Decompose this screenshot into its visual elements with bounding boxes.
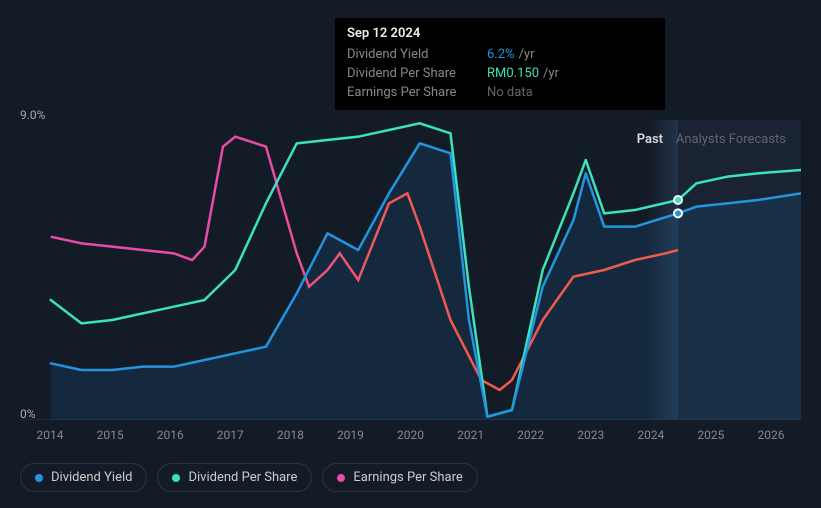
tooltip-row-yield: Dividend Yield 6.2%/yr [347,45,653,64]
x-axis-tick: 2024 [621,428,681,442]
x-axis-tick: 2016 [140,428,200,442]
tooltip-value: 6.2%/yr [487,47,534,62]
x-axis-tick: 2023 [561,428,621,442]
legend-dot [172,474,180,482]
legend-label: Dividend Yield [51,470,132,485]
x-axis-tick: 2014 [20,428,80,442]
x-axis-tick: 2019 [320,428,380,442]
tooltip-date: Sep 12 2024 [347,26,653,45]
legend-label: Earnings Per Share [353,470,462,485]
x-axis-tick: 2025 [681,428,741,442]
legend-item[interactable]: Dividend Per Share [157,463,312,492]
chart-svg [20,120,801,420]
legend-dot [35,474,43,482]
x-axis-tick: 2018 [260,428,320,442]
tooltip-value: RM0.150/yr [487,66,559,81]
chart-container: Sep 12 2024 Dividend Yield 6.2%/yr Divid… [0,0,821,508]
x-axis-tick: 2015 [80,428,140,442]
tooltip-value: No data [487,85,533,100]
plot-area[interactable] [20,120,801,420]
tooltip-label: Dividend Per Share [347,66,487,81]
x-axis: 2014201520162017201820192020202120222023… [20,428,801,442]
x-axis-tick: 2017 [200,428,260,442]
tooltip: Sep 12 2024 Dividend Yield 6.2%/yr Divid… [335,18,665,110]
tooltip-row-dps: Dividend Per Share RM0.150/yr [347,64,653,83]
x-axis-tick: 2026 [741,428,801,442]
legend: Dividend Yield Dividend Per Share Earnings… [20,463,478,492]
tooltip-label: Earnings Per Share [347,85,487,100]
legend-item[interactable]: Dividend Yield [20,463,147,492]
x-axis-tick: 2022 [501,428,561,442]
legend-dot [337,474,345,482]
tooltip-label: Dividend Yield [347,47,487,62]
legend-item[interactable]: Earnings Per Share [322,463,477,492]
x-axis-tick: 2020 [380,428,440,442]
tooltip-row-eps: Earnings Per Share No data [347,83,653,102]
legend-label: Dividend Per Share [188,470,297,485]
x-axis-tick: 2021 [441,428,501,442]
